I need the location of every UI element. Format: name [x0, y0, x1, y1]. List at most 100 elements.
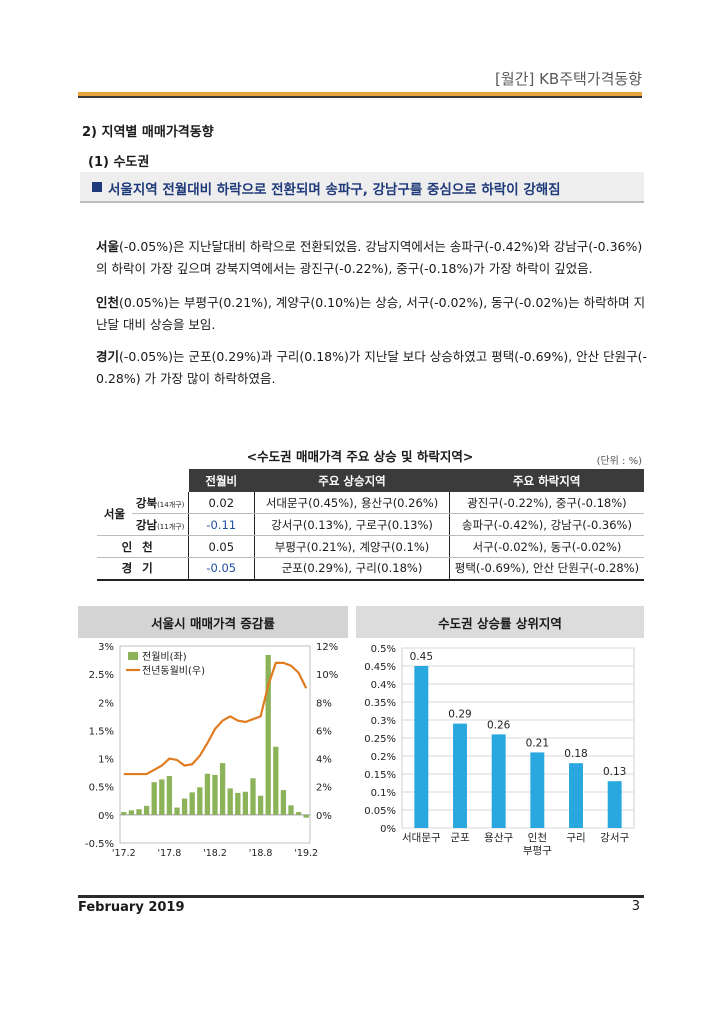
x-category-label: 강서구	[600, 832, 629, 844]
data-label: 0.21	[526, 737, 549, 749]
legend-label: 전년동월비(우)	[142, 665, 205, 677]
y-tick-label: 0.05%	[364, 806, 396, 817]
y-right-tick-label: 4%	[316, 755, 332, 766]
bar-mom	[121, 812, 127, 815]
y-right-tick-label: 2%	[316, 783, 332, 794]
x-category-label: 인천	[528, 832, 547, 844]
mom-cell: -0.05	[187, 557, 255, 581]
paragraph-lead: 인천	[96, 295, 120, 310]
summary-banner-text: 서울지역 전월대비 하락으로 전환되며 송파구, 강남구를 중심으로 하락이 강…	[108, 182, 561, 198]
bar-mom	[181, 798, 188, 815]
y-left-tick-label: 2.5%	[89, 670, 114, 681]
subregion-cell: 강남(11개구)	[132, 513, 189, 536]
x-category-label: 용산구	[484, 832, 513, 844]
y-tick-label: 0.5%	[371, 644, 396, 655]
bar-mom	[136, 809, 142, 815]
paragraph-incheon: 인천(0.05%)는 부평구(0.21%), 계양구(0.10%)는 상승, 서…	[96, 292, 648, 336]
y-left-tick-label: 0.5%	[89, 783, 114, 794]
falling-regions-cell: 서구(-0.02%), 동구(-0.02%)	[449, 535, 644, 558]
bar-mom	[235, 792, 241, 815]
chart-title: 서울시 매매가격 증감률	[78, 606, 348, 638]
subregion-note: (11개구)	[157, 522, 185, 531]
bar-mom	[280, 790, 287, 815]
bar-region	[530, 752, 545, 828]
y-left-tick-label: 1.5%	[89, 726, 114, 737]
paragraph-text: 난달 대비 상승을 보임.	[96, 317, 216, 332]
bar-mom	[151, 782, 157, 815]
rising-regions-cell: 부평구(0.21%), 계양구(0.1%)	[253, 535, 450, 558]
y-left-tick-label: 3%	[98, 642, 114, 653]
seoul-label: 서울	[96, 491, 133, 536]
bar-mom	[219, 763, 226, 815]
bar-region	[414, 666, 429, 828]
legend-swatch-bar	[128, 652, 138, 660]
top-risers-chart-plot: 0.5% 0.45% 0.4% 0.35% 0.3% 0.25% 0.2% 0.15% 0.1%…	[364, 644, 635, 857]
table-header-cell: 주요 하락지역	[449, 469, 644, 492]
paragraph-text: (-0.05%)는 군포(0.29%)과 구리(0.18%)가 지난달 보다 상…	[119, 349, 648, 364]
y-right-tick-label: 0%	[316, 811, 332, 822]
rising-regions-cell: 강서구(0.13%), 구로구(0.13%)	[253, 513, 450, 536]
header-rule	[78, 96, 642, 98]
x-category-label: 군포	[450, 832, 470, 844]
y-left-tick-label: -0.5%	[85, 839, 114, 850]
bar-mom	[288, 805, 294, 815]
table-row: 경기 -0.05 군포(0.29%), 구리(0.18%) 평택(-0.69%)…	[96, 557, 644, 581]
bar-mom	[303, 814, 309, 818]
x-tick-label: '18.8	[249, 848, 273, 859]
rising-regions-cell: 서대문구(0.45%), 용산구(0.26%)	[253, 491, 450, 514]
bar-region	[453, 723, 467, 828]
bar-mom	[143, 805, 150, 815]
capital-area-top-risers-chart: 수도권 상승률 상위지역 0.5% 0.45% 0.4% 0.35% 0.3% 0.25%…	[356, 606, 644, 860]
x-category-label: 서대문구	[402, 832, 441, 844]
mom-cell: -0.11	[187, 513, 255, 536]
y-left-tick-label: 2%	[98, 698, 114, 709]
page-number: 3	[631, 899, 640, 914]
paragraph-text: (0.05%)는 부평구(0.21%), 계양구(0.10%)는 상승, 서구(…	[119, 295, 646, 310]
subregion-note: (14개구)	[157, 500, 185, 509]
bar-mom	[128, 810, 135, 815]
data-label: 0.13	[603, 766, 626, 778]
paragraph-seoul: 서울(-0.05%)은 지난달대비 하락으로 전환되었음. 강남지역에서는 송파…	[96, 236, 648, 280]
falling-regions-cell: 송파구(-0.42%), 강남구(-0.36%)	[449, 513, 644, 536]
bar-mom	[257, 795, 264, 815]
y-tick-label: 0.1%	[371, 788, 396, 799]
data-label: 0.18	[564, 748, 587, 760]
table-row: 강남(11개구) -0.11 강서구(0.13%), 구로구(0.13%) 송파…	[97, 513, 644, 536]
mom-cell: 0.05	[187, 535, 255, 558]
paragraph-text: (-0.05%)은 지난달대비 하락으로 전환되었음. 강남지역에서는 송파구(…	[119, 239, 643, 254]
bar-mom	[189, 792, 195, 815]
table-unit: (단위 : %)	[596, 456, 642, 467]
table-header-blank	[96, 469, 189, 492]
table-header-cell: 전월비	[187, 469, 255, 492]
paragraph-text: 0.28%) 가 가장 많이 하락하였음.	[96, 371, 276, 386]
paragraph-gyeonggi: 경기(-0.05%)는 군포(0.29%)과 구리(0.18%)가 지난달 보다…	[96, 346, 648, 390]
footer-rule	[78, 895, 644, 898]
report-header-title: [월간] KB주택가격동향	[495, 70, 642, 88]
y-right-tick-label: 12%	[316, 642, 338, 653]
section-title: 2) 지역별 매매가격동향	[82, 125, 214, 140]
footer-date: February 2019	[78, 900, 185, 915]
subregion-name: 강북	[135, 495, 158, 510]
region-name-cell: 경기	[96, 557, 189, 581]
data-label: 0.26	[487, 719, 511, 731]
summary-banner: 서울지역 전월대비 하락으로 전환되며 송파구, 강남구를 중심으로 하락이 강…	[80, 172, 644, 203]
y-tick-label: 0.35%	[364, 698, 396, 709]
y-tick-label: 0.3%	[371, 716, 396, 727]
bar-region	[607, 781, 622, 828]
data-label: 0.29	[448, 709, 471, 721]
table-header-row: 전월비 주요 상승지역 주요 하락지역	[96, 469, 644, 492]
x-category-label: 구리	[566, 832, 585, 844]
header-accent-line	[78, 92, 642, 96]
bar-mom	[197, 787, 203, 815]
x-tick-label: '19.2	[294, 848, 318, 859]
chart-title: 수도권 상승률 상위지역	[356, 606, 644, 638]
y-tick-label: 0.2%	[371, 752, 396, 763]
y-left-tick-label: 0%	[98, 811, 114, 822]
y-tick-label: 0.15%	[364, 770, 396, 781]
bar-mom	[265, 655, 271, 815]
y-left-tick-label: 1%	[98, 755, 114, 766]
region-name-cell: 인천	[96, 535, 189, 558]
x-category-label: 부평구	[523, 845, 552, 857]
legend-label: 전월비(좌)	[142, 651, 187, 663]
region-table: 전월비 주요 상승지역 주요 하락지역 서울 강북(14개구) 0.02 서대문…	[96, 469, 644, 581]
